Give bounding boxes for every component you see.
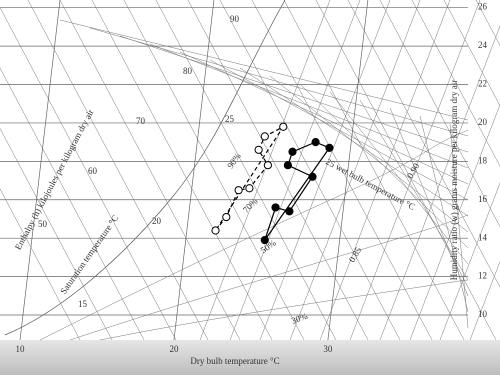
- enthalpy-line: [123, 0, 305, 341]
- data-point: [245, 184, 254, 193]
- data-point: [260, 236, 269, 245]
- volume-line: [259, 0, 391, 341]
- data-point: [279, 122, 288, 131]
- rh-label: 30%: [290, 311, 309, 326]
- enthalpy-line: [283, 0, 465, 341]
- wet-bulb-line: [299, 83, 469, 249]
- saturation-tick: 25: [225, 114, 235, 124]
- data-point: [234, 186, 243, 195]
- saturation-label: Saturation temperature °C: [58, 213, 120, 296]
- y-tick-label: 14: [478, 232, 488, 242]
- enthalpy-line: [251, 0, 433, 341]
- rh-label: 70%: [241, 196, 260, 215]
- grid-line: [173, 0, 215, 341]
- y-tick-label: 20: [478, 117, 488, 127]
- volume-label: 0.90: [405, 161, 422, 180]
- wet-bulb-line: [329, 91, 469, 265]
- series-line: [264, 141, 331, 241]
- data-point: [271, 203, 280, 212]
- y-tick-label: 12: [478, 271, 487, 281]
- enthalpy-line: [187, 0, 369, 341]
- data-point: [260, 132, 269, 141]
- volume-line: [469, 260, 500, 341]
- wet-bulb-line: [89, 27, 469, 137]
- data-point: [222, 212, 231, 222]
- wet-bulb-line: [449, 123, 469, 329]
- rh-curve: [99, 279, 469, 341]
- enthalpy-label: Enthalpy (h) kilojoules per kilogram dry…: [13, 108, 96, 252]
- enthalpy-line: [475, 0, 500, 46]
- grid-line: [19, 0, 61, 341]
- volume-line: [349, 0, 481, 341]
- data-point: [308, 172, 317, 181]
- enthalpy-line: [443, 0, 500, 107]
- wet-bulb-line: [179, 51, 469, 185]
- y-tick-label: 24: [478, 40, 488, 50]
- bottom-band: [0, 340, 500, 375]
- enthalpy-line: [347, 0, 500, 288]
- x-tick-label: 20: [169, 344, 179, 354]
- y-tick-label: 26: [478, 2, 488, 12]
- x-tick-label: 30: [323, 344, 333, 354]
- data-point: [311, 138, 320, 147]
- saturation-tick: 15: [78, 299, 88, 309]
- data-point: [254, 145, 263, 154]
- rh-curve: [39, 129, 469, 341]
- volume-line: [229, 0, 361, 341]
- y-tick-label: 16: [478, 194, 488, 204]
- data-point: [283, 161, 292, 170]
- wet-bulb-line: [269, 75, 469, 233]
- enthalpy-tick: 80: [183, 66, 193, 76]
- x-axis-label: Dry bulb temperature °C: [190, 356, 279, 366]
- data-point: [288, 147, 297, 156]
- wet-bulb-line: [419, 115, 469, 313]
- grid-line: [327, 0, 369, 341]
- enthalpy-line: [155, 0, 337, 341]
- enthalpy-tick: 70: [136, 116, 146, 126]
- enthalpy-line: [91, 0, 273, 341]
- saturation-tick: 20: [152, 216, 162, 226]
- enthalpy-line: [0, 67, 145, 341]
- chart-lines: [0, 0, 500, 341]
- enthalpy-line: [0, 7, 177, 341]
- volume-line: [439, 182, 500, 341]
- volume-line: [319, 0, 451, 341]
- rh-label: 90%: [225, 151, 243, 171]
- enthalpy-line: [27, 0, 209, 341]
- enthalpy-line: [411, 0, 500, 167]
- volume-line: [289, 0, 421, 341]
- y-tick-label: 22: [478, 79, 487, 89]
- wet-bulb-line: [149, 43, 469, 169]
- enthalpy-line: [219, 0, 401, 341]
- rh-curve: [69, 214, 469, 341]
- enthalpy-line: [315, 0, 497, 341]
- x-tick-label: 10: [16, 344, 26, 354]
- wet-bulb-line: [59, 19, 469, 121]
- volume-line: [409, 103, 500, 341]
- enthalpy-line: [0, 188, 81, 341]
- volume-label: 0.85: [347, 245, 364, 264]
- wet-bulb-line: [209, 59, 469, 201]
- y-tick-label: 18: [478, 155, 488, 165]
- data-point: [285, 207, 294, 216]
- wet-bulb-line: [389, 107, 469, 297]
- enthalpy-tick: 60: [88, 166, 98, 176]
- enthalpy-line: [379, 0, 500, 228]
- volume-line: [199, 0, 331, 341]
- enthalpy-line: [0, 127, 113, 341]
- volume-line: [379, 25, 500, 341]
- data-point: [325, 143, 334, 153]
- y-axis-label: Humidity ratio (w) grams moisture per ki…: [449, 80, 459, 280]
- wet-bulb-line: [359, 99, 469, 281]
- enthalpy-line: [59, 0, 241, 341]
- enthalpy-tick: 90: [230, 14, 240, 24]
- y-tick-label: 10: [478, 309, 488, 319]
- data-point: [211, 226, 220, 235]
- enthalpy-tick: 50: [38, 219, 48, 229]
- data-point: [263, 161, 272, 170]
